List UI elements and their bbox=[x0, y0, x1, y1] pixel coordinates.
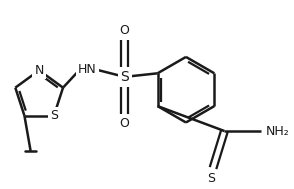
Text: HN: HN bbox=[78, 63, 97, 76]
Text: S: S bbox=[208, 172, 216, 185]
Text: S: S bbox=[50, 109, 58, 122]
Text: NH₂: NH₂ bbox=[266, 125, 290, 138]
Text: N: N bbox=[34, 64, 44, 77]
Text: O: O bbox=[120, 117, 130, 130]
Text: S: S bbox=[120, 70, 129, 84]
Text: O: O bbox=[120, 24, 130, 37]
